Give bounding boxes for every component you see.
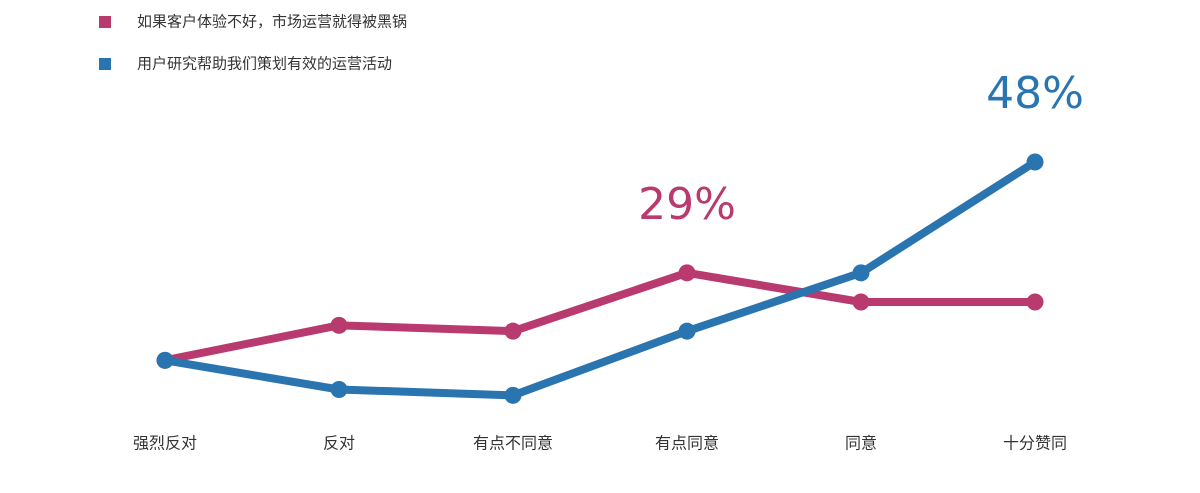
data-point [678,264,696,282]
legend-text: 如果客户体验不好，市场运营就得被黑锅 [137,13,407,31]
data-point [1026,153,1044,171]
series-line [164,268,1035,365]
series-line [164,158,1038,400]
data-point [330,316,348,334]
data-point [852,264,870,282]
legend-text: 用户研究帮助我们策划有效的运营活动 [137,55,392,73]
data-point [504,322,522,340]
legend-swatch [99,16,111,28]
value-label: 29% [638,179,736,230]
data-point [330,381,348,398]
legend-swatch [99,58,111,70]
x-tick-label: 反对 [323,434,355,453]
x-tick-label: 有点不同意 [473,434,553,453]
data-point [156,351,174,369]
value-label: 48% [986,68,1084,119]
data-point [504,386,522,404]
data-point [678,322,696,340]
x-tick-label: 强烈反对 [133,434,197,453]
x-tick-label: 同意 [845,434,877,453]
data-point [852,293,870,311]
data-point [1026,293,1044,311]
x-tick-label: 有点同意 [655,434,719,453]
x-tick-label: 十分赞同 [1003,434,1067,453]
